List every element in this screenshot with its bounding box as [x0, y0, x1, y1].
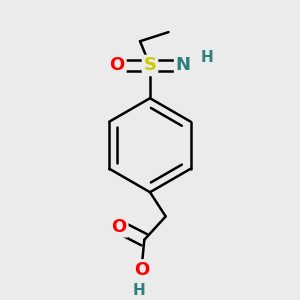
Text: H: H [200, 50, 213, 65]
Text: O: O [134, 261, 149, 279]
Text: H: H [133, 283, 146, 298]
Text: N: N [175, 56, 190, 74]
Text: O: O [110, 56, 125, 74]
Text: S: S [143, 56, 157, 74]
Text: O: O [112, 218, 127, 236]
